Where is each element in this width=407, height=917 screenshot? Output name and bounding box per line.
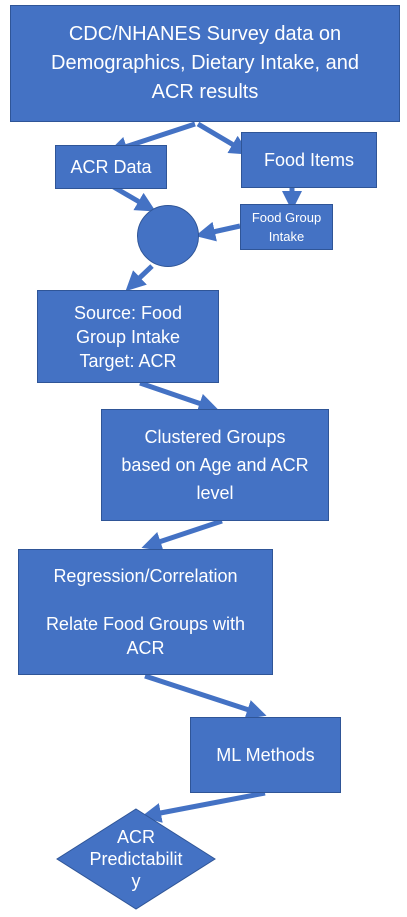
node-clustered-groups: Clustered Groups based on Age and ACR le… [101, 409, 329, 521]
node-acr-data-label: ACR Data [70, 156, 152, 177]
node-food-items-label: Food Items [263, 149, 355, 170]
node-clustered-groups-label: Clustered Groups based on Age and ACR le… [121, 427, 309, 503]
node-regression: Regression/Correlation Relate Food Group… [18, 549, 273, 675]
arrow-circle-to-source-target [125, 264, 154, 292]
node-food-items: Food Items [241, 132, 377, 188]
arrow-source-to-food-items [196, 121, 250, 155]
arrow-acr-data-to-circle [110, 183, 156, 212]
arrow-regression-to-ml [144, 673, 267, 720]
node-source-data-label: CDC/NHANES Survey data on Demographics, … [51, 23, 359, 103]
arrow-clustered-to-regression [141, 518, 223, 552]
merge-circle [137, 205, 199, 267]
node-acr-predictability: ACR Predictabilit y [56, 808, 216, 910]
node-food-group-intake: Food Group Intake [240, 204, 333, 250]
node-ml-methods-label: ML Methods [216, 744, 315, 765]
node-source-target: Source: Food Group Intake Target: ACR [37, 290, 219, 383]
node-ml-methods: ML Methods [190, 717, 341, 793]
node-source-target-label: Source: Food Group Intake Target: ACR [73, 302, 183, 371]
arrow-food-group-to-circle [195, 221, 241, 242]
arrow-source-target-to-clustered [139, 380, 219, 413]
node-acr-predictability-label: ACR Predictabilit y [89, 827, 183, 891]
diamond-shape [56, 808, 216, 910]
node-source-data: CDC/NHANES Survey data on Demographics, … [10, 5, 400, 122]
arrow-ml-to-acr-predictability [141, 790, 266, 823]
node-acr-data: ACR Data [55, 145, 167, 189]
node-regression-label: Regression/Correlation Relate Food Group… [45, 566, 246, 658]
node-food-group-intake-label: Food Group Intake [251, 210, 322, 244]
